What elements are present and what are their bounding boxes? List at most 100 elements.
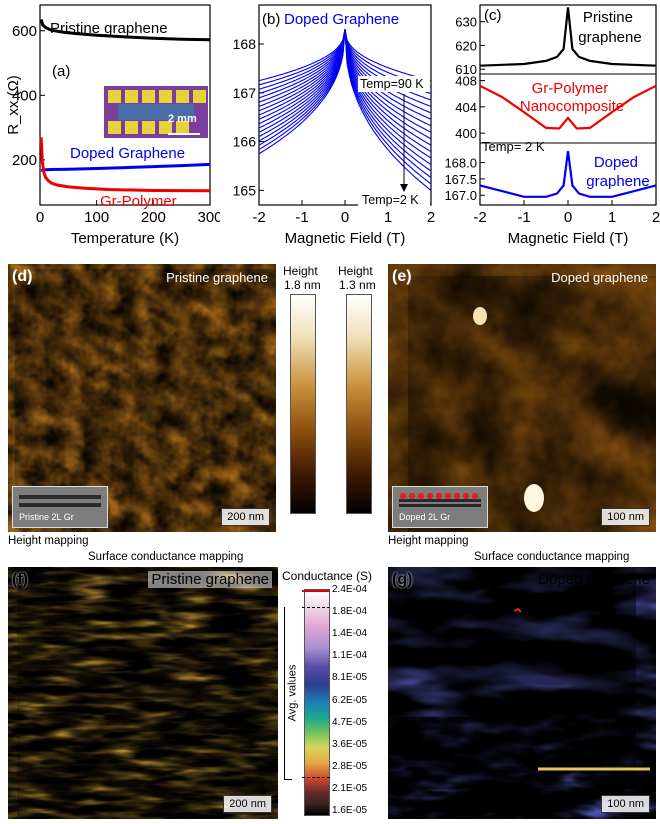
conductance-tick-label: 2.1E-05 <box>332 782 368 794</box>
caption-height-left: Height mapping <box>8 535 89 547</box>
c-curve-2 <box>479 151 657 198</box>
inset-doped-2l: Doped 2L Gr <box>392 486 488 528</box>
annot-temp: Temp= 2 K <box>482 139 545 154</box>
height-bar-2-title: Height <box>338 264 373 278</box>
panel-b-letter: (b) <box>262 11 280 28</box>
conductance-tick-label: 1.1E-04 <box>332 650 368 662</box>
label-pristine-2: graphene <box>578 29 641 46</box>
panel-c-letter: (c) <box>484 7 502 24</box>
b-curve-17 <box>258 29 432 191</box>
afm-image-doped: (e) Doped graphene Doped 2L Gr 100 nm <box>388 264 656 532</box>
b-curve-12 <box>258 29 432 159</box>
label-pristine: Pristine graphene <box>578 9 641 46</box>
annot-bg-2k <box>358 194 430 206</box>
red-hotspot <box>513 607 522 613</box>
conductance-tick-label: 6.2E-05 <box>332 694 368 706</box>
conductance-tick-label: 1.4E-04 <box>332 628 368 640</box>
a-xtick-label: 0 <box>36 209 44 226</box>
c-ytick-label: 630 <box>455 15 477 30</box>
inset-doped-label: Doped 2L Gr <box>399 512 451 522</box>
a-series-0 <box>39 19 211 42</box>
c-ytick-label: 167.5 <box>444 172 477 187</box>
panel-a-xlabel: Temperature (K) <box>71 230 179 247</box>
temp-arrow-head <box>400 184 408 192</box>
c-ytick-label: 167.0 <box>444 188 477 203</box>
height-bar-1 <box>290 294 316 514</box>
b-xtick-label: 1 <box>384 209 392 226</box>
inset-pristine-label: Pristine 2L Gr <box>19 512 74 522</box>
label-doped: Doped graphene <box>586 154 649 190</box>
panel-c-xlabel: Magnetic Field (T) <box>508 230 629 247</box>
panel-b-xlabel: Magnetic Field (T) <box>285 230 406 247</box>
conductance-tick-label: 2.8E-05 <box>332 760 368 772</box>
c-ytick-label: 620 <box>455 38 477 53</box>
c-xtick-label: -1 <box>517 209 530 226</box>
a-ytick-label: 400 <box>12 87 37 104</box>
c-ytick-label: 400 <box>455 126 477 141</box>
conductance-tick-label: 1.6E-05 <box>332 805 368 816</box>
caption-height-right: Height mapping <box>388 535 469 547</box>
c-ytick-label: 404 <box>455 100 477 115</box>
a-series-1 <box>41 162 211 172</box>
afm-bright-particle <box>524 484 544 512</box>
avg-marker-doped <box>302 607 330 608</box>
panel-b-chart: -2 -1 0 1 2 165 166 167 168 (b) Doped Graphene T… <box>233 4 435 247</box>
panel-e-letter: (e) <box>392 268 412 285</box>
c-xtick-label: 0 <box>564 209 572 226</box>
height-bar-1-title: Height <box>283 264 318 278</box>
red-max-marker <box>302 590 330 592</box>
a-ytick-label: 600 <box>12 23 37 40</box>
panel-a-chart: 0 100 200 300 200 400 600 2 mm (a) Pristine gr… <box>5 4 220 247</box>
height-colorbars: Height 1.8 nm Height 1.3 nm <box>280 264 385 532</box>
c-ytick-label: 168.0 <box>444 156 477 171</box>
b-curve-14 <box>258 29 432 172</box>
panel-g-letter: (g) <box>392 571 413 588</box>
b-ytick-label: 168 <box>233 36 257 52</box>
b-curve-4 <box>258 29 432 107</box>
c-curve-0 <box>479 7 657 67</box>
b-xtick-label: -1 <box>295 209 308 226</box>
c-ytick-label: 408 <box>455 74 477 89</box>
legend-polymer: Gr-Polymer <box>100 193 177 210</box>
conductance-bar <box>304 589 330 816</box>
panel-a-letter: (a) <box>52 63 70 80</box>
b-curve-13 <box>258 29 432 165</box>
panel-g-title: Doped graphene <box>538 571 650 588</box>
avg-values-label: Avg. values <box>286 664 299 722</box>
height-bar-1-value: 1.8 nm <box>284 278 321 292</box>
panel-e-title: Doped graphene <box>551 270 648 285</box>
a-xtick-label: 100 <box>84 209 109 226</box>
legend-doped: Doped Graphene <box>70 145 185 162</box>
conductance-tick-label: 2.4E-04 <box>332 584 368 595</box>
panel-f-title: Pristine graphene <box>148 571 272 588</box>
panel-d-letter: (d) <box>12 268 33 285</box>
annot-bg-90k <box>358 76 430 92</box>
inset-pristine-2l: Pristine 2L Gr <box>12 486 108 528</box>
panel-b-title: Doped Graphene <box>284 11 399 28</box>
afm-bright-spot <box>473 307 487 325</box>
caption-conductance-left: Surface conductance mapping <box>88 551 244 563</box>
panel-a-axes <box>39 4 211 206</box>
label-pristine-1: Pristine <box>583 9 633 26</box>
c-xtick-label: 2 <box>652 209 660 226</box>
c-xtick-label: 1 <box>608 209 616 226</box>
conductance-bar-title: Conductance (S) <box>282 569 373 583</box>
c-ytick-label: 610 <box>455 62 477 77</box>
b-xtick-label: 0 <box>341 209 349 226</box>
conductance-map-doped: (g) Doped graphene 100 nm <box>388 567 656 819</box>
a-ytick-label: 200 <box>12 152 37 169</box>
conductance-colorbar-block: Conductance (S) Avg. values 2.4E-04 1.8E-… <box>280 567 390 819</box>
b-curve-5 <box>258 29 432 114</box>
conductance-tick-label: 8.1E-05 <box>332 672 368 684</box>
avg-arrow-left <box>284 779 292 780</box>
b-xtick-label: 2 <box>427 209 435 226</box>
legend-pristine: Pristine graphene <box>50 20 168 37</box>
scalebar-f: 200 nm <box>223 795 272 813</box>
avg-marker-pristine <box>302 777 330 778</box>
panel-d-title: Pristine graphene <box>166 270 268 285</box>
conductance-map-pristine: (f) Pristine graphene 200 nm <box>8 567 278 819</box>
annot-90k: Temp=90 K <box>360 77 424 91</box>
conductance-tick-label: 1.8E-04 <box>332 606 368 618</box>
c-curve-1 <box>479 84 657 130</box>
